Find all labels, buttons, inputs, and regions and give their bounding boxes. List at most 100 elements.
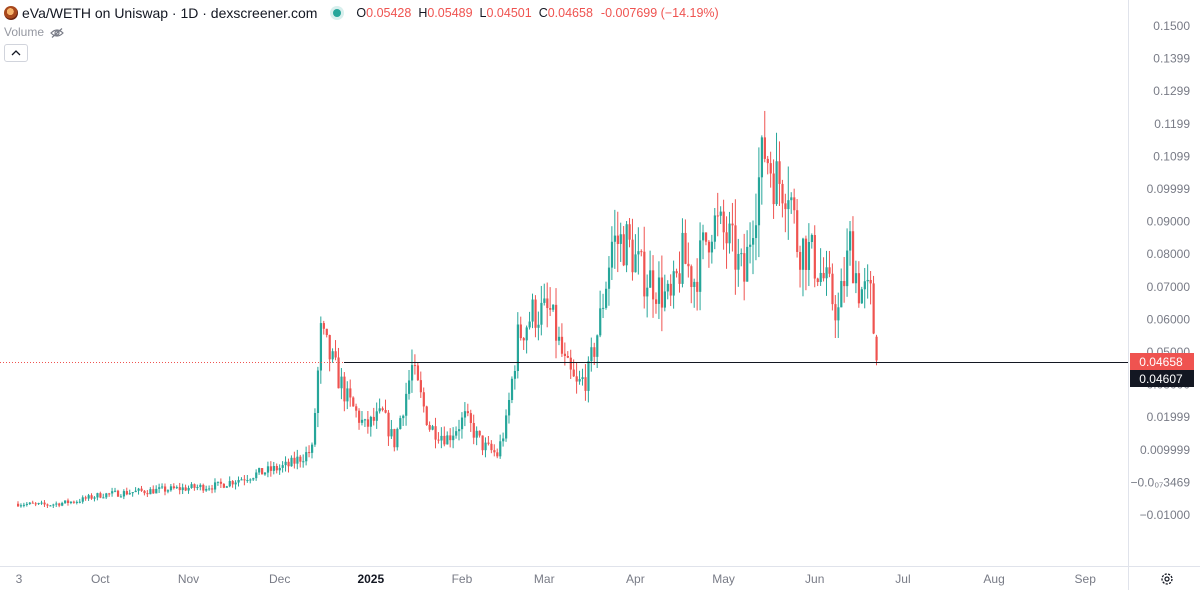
candle-body: [419, 380, 422, 393]
candle-body: [158, 487, 161, 489]
candle-body: [652, 270, 655, 300]
eye-hidden-icon[interactable]: [50, 27, 64, 38]
symbol-title[interactable]: eVa/WETH on Uniswap · 1D · dexscreener.c…: [22, 5, 318, 21]
candle-body: [346, 388, 349, 402]
candle-body: [34, 503, 37, 505]
candle-body: [108, 493, 111, 495]
candle-body: [343, 376, 346, 402]
candle-body: [261, 468, 264, 475]
candle-body: [693, 281, 696, 287]
candle-body: [184, 487, 187, 491]
gear-icon[interactable]: [1160, 572, 1174, 586]
candle-body: [231, 481, 234, 485]
candle-body: [599, 308, 602, 336]
candle-body: [472, 422, 475, 438]
candle-body: [690, 266, 693, 287]
candle-body: [875, 336, 878, 361]
volume-legend: Volume: [4, 25, 64, 39]
candle-body: [331, 351, 334, 360]
candle-body: [384, 410, 387, 413]
open-label: O: [356, 6, 367, 20]
x-tick-label: May: [712, 572, 735, 586]
candle-body: [316, 370, 320, 413]
candle-body: [46, 504, 49, 506]
candle-body: [813, 235, 816, 279]
token-logo-icon: [4, 6, 18, 20]
y-tick-label: −0.0₀₇3469: [1131, 475, 1191, 489]
candle-body: [187, 487, 190, 491]
candle-body: [546, 298, 549, 309]
candle-body: [725, 232, 728, 244]
candle-body: [493, 450, 496, 453]
candle-body: [584, 377, 587, 391]
candle-body: [490, 443, 493, 451]
y-tick-label: 0.1299: [1153, 84, 1190, 98]
candle-body: [90, 495, 93, 499]
candle-body: [114, 490, 117, 492]
x-tick-label: Dec: [269, 572, 290, 586]
y-tick-label: 0.009999: [1140, 443, 1190, 457]
candle-body: [505, 415, 508, 439]
candle-body: [778, 161, 781, 184]
candle-body: [587, 361, 590, 391]
candle-body: [519, 324, 522, 339]
candle-body: [325, 328, 328, 336]
candle-body: [857, 273, 861, 304]
candle-body: [540, 302, 543, 325]
collapse-legend-button[interactable]: [4, 44, 28, 62]
candle-body: [337, 357, 340, 389]
candle-body: [258, 468, 261, 473]
candle-body: [434, 426, 437, 440]
candle-body: [93, 497, 96, 499]
candle-body: [208, 488, 211, 490]
candle-body: [825, 267, 828, 279]
candle-body: [37, 503, 40, 505]
candle-body: [443, 435, 446, 445]
status-dot-icon: [333, 9, 342, 17]
candle-body: [740, 253, 743, 255]
candle-body: [484, 442, 487, 451]
candle-body: [87, 495, 90, 499]
candle-body: [763, 137, 766, 159]
candle-body: [757, 177, 761, 226]
candle-body: [502, 438, 505, 442]
candle-body: [784, 203, 787, 210]
candle-body: [557, 336, 561, 341]
candle-body: [405, 393, 408, 416]
candle-body: [646, 287, 649, 297]
candle-body: [428, 424, 431, 430]
candle-body: [654, 299, 658, 304]
x-tick-label: Sep: [1075, 572, 1097, 586]
candle-body: [263, 472, 267, 475]
candle-body: [290, 457, 293, 467]
candle-body: [799, 251, 802, 270]
candle-body: [481, 435, 484, 451]
candle-body: [622, 234, 625, 266]
candle-body: [302, 461, 305, 463]
candle-body: [522, 338, 525, 341]
candle-body: [549, 308, 552, 310]
candle-body: [340, 376, 343, 389]
candle-body: [146, 493, 149, 495]
candle-body: [69, 501, 73, 504]
candle-body: [363, 419, 367, 421]
y-tick-label: 0.06000: [1147, 312, 1191, 326]
high-label: H: [418, 6, 428, 20]
candle-body: [663, 291, 666, 308]
candle-body: [431, 426, 434, 430]
candle-body: [537, 324, 540, 328]
candle-body: [75, 501, 78, 503]
candle-body: [804, 238, 808, 270]
candle-body: [275, 466, 278, 471]
candle-body: [831, 273, 834, 305]
candle-body: [17, 503, 20, 507]
candle-body: [293, 457, 296, 464]
y-tick-label: 0.08000: [1147, 247, 1191, 261]
candle-body: [572, 369, 575, 377]
candle-body: [378, 408, 381, 412]
candle-body: [731, 223, 734, 226]
candle-body: [590, 347, 593, 362]
candle-body: [52, 504, 55, 506]
candle-body: [352, 397, 355, 407]
